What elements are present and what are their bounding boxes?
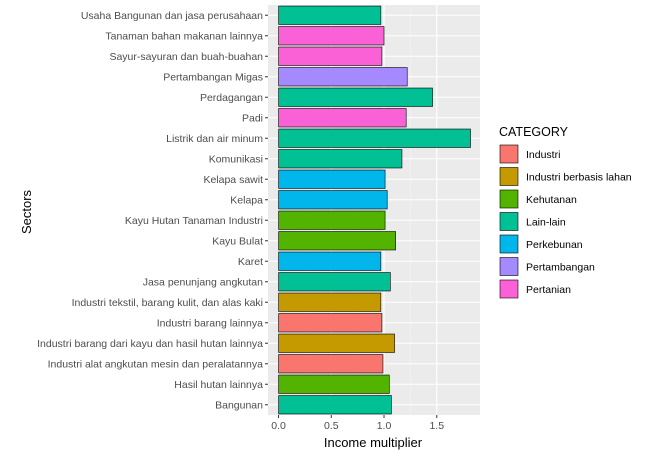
bars-group — [278, 5, 471, 415]
bar — [278, 5, 382, 25]
y-tick-label: Listrik dan air minum — [166, 133, 263, 145]
bar — [278, 87, 433, 107]
legend-key — [499, 212, 519, 231]
y-tick-label: Usaha Bangunan dan jasa perusahaan — [81, 10, 263, 22]
y-axis-ticks: Usaha Bangunan dan jasa perusahaan Tanama… — [37, 10, 268, 411]
bar — [278, 128, 471, 148]
x-axis-ticks: 0.0 0.5 1.0 1.5 — [271, 415, 444, 432]
legend-label: Pertanian — [526, 284, 571, 296]
y-tick-label: Sayur-sayuran dan buah-buahan — [109, 51, 263, 63]
y-tick-label: Hasil hutan lainnya — [174, 379, 263, 391]
x-axis-title: Income multiplier — [324, 435, 423, 450]
legend-label: Industri berbasis lahan — [526, 172, 632, 184]
legend-title: CATEGORY — [499, 125, 569, 139]
legend-key — [499, 167, 519, 186]
legend-key — [499, 257, 519, 276]
bar — [278, 292, 382, 312]
bar — [278, 251, 382, 271]
y-tick-label: Industri barang dari kayu dan hasil huta… — [37, 338, 263, 350]
legend-key — [499, 234, 519, 254]
x-tick-label: 0.5 — [324, 420, 339, 432]
legend-label: Perkebunan — [526, 239, 583, 251]
panel-background — [268, 5, 480, 415]
bar — [278, 333, 395, 353]
bar — [278, 272, 391, 292]
legend: CATEGORY Industri Industri berbasis lahan… — [499, 125, 632, 299]
bar — [278, 108, 407, 128]
legend-key — [499, 189, 519, 209]
bar — [278, 26, 385, 46]
x-tick-label: 0.0 — [271, 420, 286, 432]
bar — [278, 67, 408, 87]
y-tick-label: Padi — [242, 112, 263, 124]
y-tick-label: Industri tekstil, barang kulit, dan alas… — [72, 297, 263, 309]
bar — [278, 231, 396, 251]
y-tick-label: Pertambangan Migas — [163, 71, 263, 83]
y-tick-label: Karet — [238, 256, 263, 268]
plot-panel — [268, 5, 480, 415]
y-tick-label: Tanaman bahan makanan lainnya — [105, 30, 263, 42]
y-axis-title: Sectors — [19, 189, 34, 234]
bar — [278, 210, 386, 230]
bar — [278, 313, 383, 333]
y-tick-label: Jasa penunjang angkutan — [143, 276, 263, 288]
x-tick-label: 1.5 — [429, 420, 444, 432]
y-tick-label: Industri barang lainnya — [157, 317, 263, 329]
x-tick-label: 1.0 — [377, 420, 392, 432]
y-tick-label: Bangunan — [215, 399, 263, 411]
legend-key — [499, 279, 519, 299]
legend-key — [499, 144, 519, 164]
legend-label: Kehutanan — [526, 194, 577, 206]
y-tick-label: Perdagangan — [200, 92, 263, 104]
legend-label: Pertambangan — [526, 262, 595, 274]
y-tick-label: Komunikasi — [209, 153, 263, 165]
bar — [278, 46, 383, 66]
y-tick-label: Kelapa — [230, 194, 263, 206]
bar — [278, 149, 403, 169]
y-tick-label: Industri alat angkutan mesin dan peralat… — [48, 358, 264, 370]
bar — [278, 354, 384, 374]
legend-label: Industri — [526, 149, 560, 161]
bar — [278, 190, 388, 210]
bar — [278, 395, 392, 415]
bar — [278, 374, 390, 394]
bar — [278, 169, 386, 189]
y-tick-label: Kayu Hutan Tanaman Industri — [125, 215, 263, 227]
y-tick-label: Kelapa sawit — [203, 174, 263, 186]
legend-label: Lain-lain — [526, 217, 566, 229]
y-tick-label: Kayu Bulat — [212, 235, 263, 247]
